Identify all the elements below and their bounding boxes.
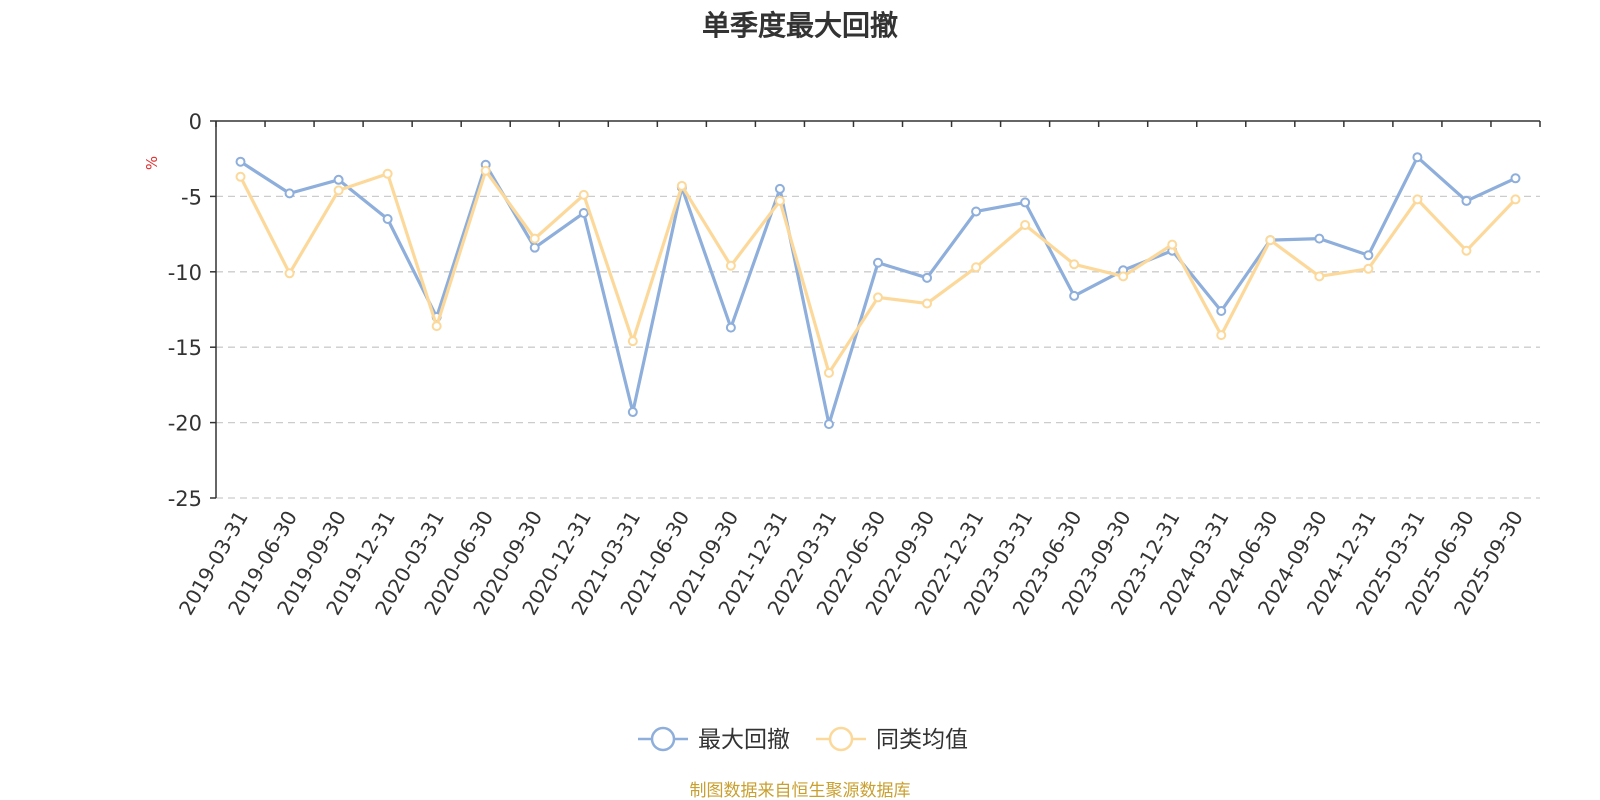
series-1-point — [1069, 290, 1080, 301]
legend-label-1: 最大回撤 — [698, 727, 790, 753]
series-2-point — [1461, 245, 1472, 256]
series-2-point — [1118, 271, 1129, 282]
y-tick-label: -15 — [168, 336, 202, 360]
series-1-point — [333, 174, 344, 185]
series-1-point — [1412, 152, 1423, 163]
y-tick-label: -5 — [181, 185, 202, 209]
legend-label-2: 同类均值 — [876, 727, 968, 753]
chart-title: 单季度最大回撤 — [701, 9, 898, 42]
series-1-point — [823, 419, 834, 430]
series-1-point — [774, 183, 785, 194]
series-1-point — [235, 156, 246, 167]
series-1-point — [873, 257, 883, 268]
series-1-point — [284, 188, 295, 199]
series-1-point — [971, 206, 982, 217]
series-1-point — [1020, 197, 1031, 208]
series-2-point — [1314, 271, 1325, 282]
series-2-point — [1216, 330, 1227, 341]
series-1-point — [1314, 233, 1325, 244]
y-tick-label: -25 — [168, 487, 202, 511]
series-2-point — [1069, 259, 1080, 270]
series-2-point — [431, 321, 442, 332]
series-2-point — [1167, 239, 1178, 250]
series-1-point — [922, 272, 933, 283]
series-2-point — [1363, 263, 1374, 274]
series-2-point — [971, 262, 982, 273]
series-1-point — [382, 214, 393, 225]
series-2-point — [873, 292, 883, 303]
source-note: 制图数据来自恒生聚源数据库 — [689, 781, 911, 800]
y-tick-label: -20 — [168, 412, 202, 436]
series-1-point — [725, 322, 736, 333]
series-2-point — [1020, 220, 1031, 231]
y-tick-label: -10 — [168, 261, 202, 285]
series-1-point — [627, 407, 638, 418]
series-2-point — [676, 180, 687, 191]
series-1-point — [1461, 195, 1472, 206]
y-axis-label: % — [143, 156, 161, 170]
legend-marker-1 — [650, 726, 676, 752]
series-2-point — [1265, 235, 1276, 246]
series-2-point — [627, 336, 638, 347]
series-2-point — [1510, 194, 1521, 205]
series-2-point — [774, 195, 785, 206]
series-1-point — [1510, 173, 1521, 184]
series-2-point — [382, 168, 393, 179]
series-2-point — [578, 189, 589, 200]
series-2-point — [529, 233, 540, 244]
legend-marker-2 — [828, 726, 854, 752]
series-2-point — [823, 367, 834, 378]
series-2-point — [235, 171, 246, 182]
series-2-point — [725, 260, 736, 271]
series-1-point — [1363, 250, 1374, 261]
series-2-point — [922, 298, 933, 309]
y-tick-label: 0 — [189, 110, 202, 134]
series-1-point — [578, 207, 589, 218]
series-line-1 — [239, 155, 1517, 426]
series-1-point — [529, 242, 540, 253]
series-1-point — [1216, 306, 1227, 317]
series-2-point — [333, 185, 344, 196]
series-2-point — [284, 268, 295, 279]
series-2-point — [1412, 194, 1423, 205]
series-2-point — [480, 165, 491, 176]
